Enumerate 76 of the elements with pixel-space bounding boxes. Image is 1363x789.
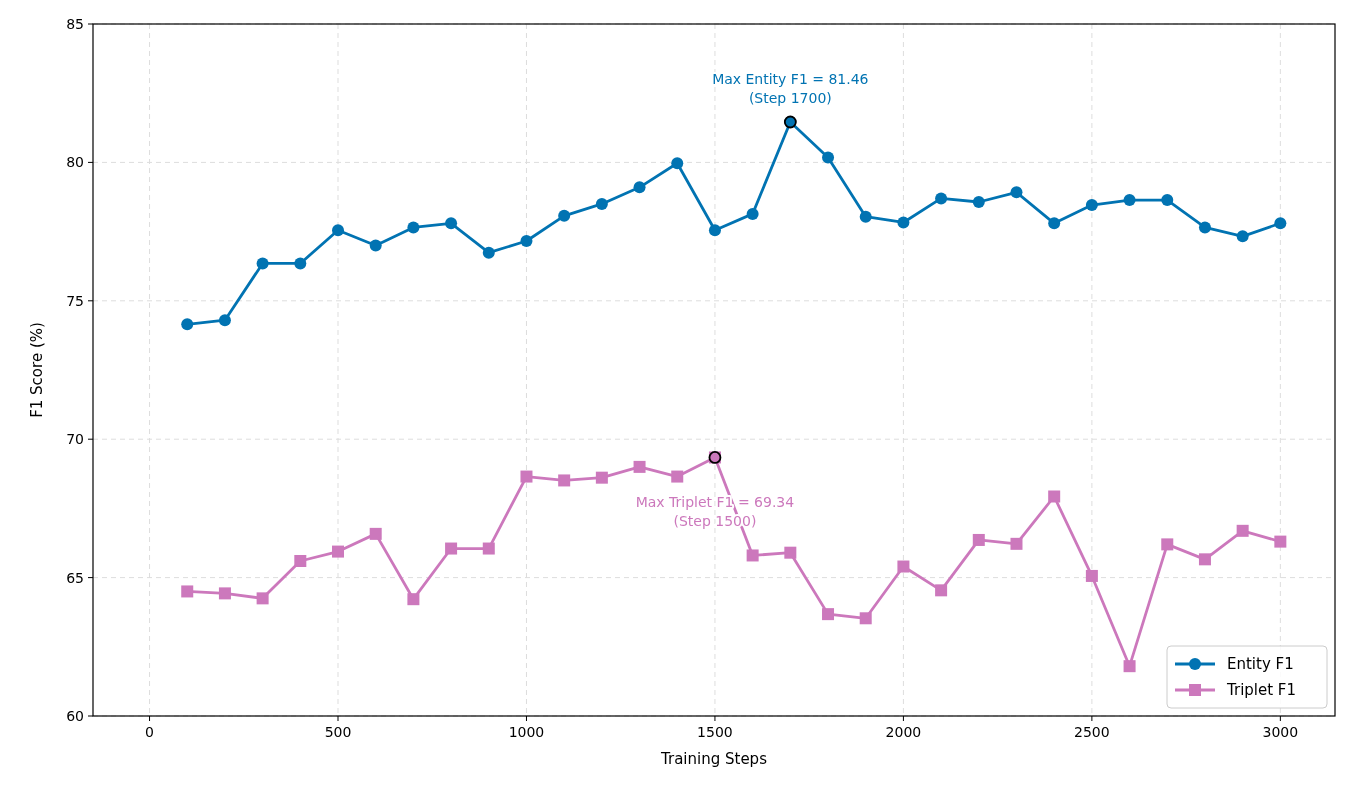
point: [407, 221, 420, 234]
y-tick-label: 65: [66, 569, 84, 586]
x-tick-label: 3000: [1262, 724, 1299, 740]
y-tick-label: 75: [66, 292, 84, 309]
point: [1048, 490, 1061, 503]
x-tick-label: 500: [324, 724, 352, 740]
point: [294, 554, 307, 567]
point: [784, 546, 797, 559]
point: [256, 257, 269, 270]
point: [218, 314, 231, 327]
point: [1198, 553, 1211, 566]
point: [1236, 524, 1249, 537]
point: [822, 608, 835, 621]
point: [595, 471, 608, 484]
point: [218, 587, 231, 600]
point: [407, 593, 420, 606]
point: [897, 560, 910, 573]
point: [369, 527, 382, 540]
point: [1123, 194, 1136, 207]
point: [482, 246, 495, 259]
x-tick-label: 2500: [1074, 724, 1110, 740]
point: [897, 216, 910, 229]
point: [558, 209, 571, 222]
point: [1010, 537, 1023, 550]
point: [445, 542, 458, 555]
point: [369, 239, 382, 252]
point: [1048, 217, 1061, 230]
x-tick-label: 2000: [885, 724, 922, 740]
point: [181, 585, 194, 598]
point: [972, 533, 985, 546]
x-tick-label: 1500: [697, 724, 733, 740]
point: [332, 545, 345, 558]
point: [822, 151, 835, 164]
point: [332, 224, 345, 237]
point: [972, 195, 985, 208]
point: [859, 210, 872, 223]
point: [256, 592, 269, 605]
point: [1161, 538, 1174, 551]
point: [746, 549, 759, 562]
y-tick-label: 70: [66, 431, 84, 448]
point: [181, 318, 194, 331]
y-tick-label: 80: [66, 154, 84, 171]
x-tick-label: 0: [145, 724, 154, 740]
point: [445, 217, 458, 230]
point: [1010, 186, 1023, 199]
y-tick-label: 60: [66, 708, 84, 724]
point: [595, 197, 608, 210]
point: [520, 470, 533, 483]
point: [1274, 217, 1287, 230]
point: [520, 235, 533, 248]
legend-label: Entity F1: [1227, 655, 1294, 673]
point: [1085, 569, 1098, 582]
point: [1198, 221, 1211, 234]
y-axis-title: F1 Score (%): [28, 322, 46, 418]
x-axis-title: Training Steps: [660, 750, 768, 768]
legend-label: Triplet F1: [1226, 681, 1297, 699]
point: [859, 612, 872, 625]
point: [558, 474, 571, 487]
point: [708, 224, 721, 237]
point: [935, 192, 948, 205]
point: [1161, 194, 1174, 207]
point: [633, 181, 646, 194]
annotation: Max Entity F1 = 81.46 (Step 1700): [712, 70, 869, 106]
point: [482, 542, 495, 555]
point: [671, 470, 684, 483]
point: [671, 157, 684, 170]
point: [294, 257, 307, 270]
y-tick-label: 85: [66, 16, 84, 32]
point: [1123, 660, 1136, 673]
x-tick-label: 1000: [508, 724, 545, 740]
point: [935, 584, 948, 597]
point: [1236, 230, 1249, 243]
point: [1274, 535, 1287, 548]
point: [1085, 199, 1098, 212]
point: [633, 460, 646, 473]
point: [746, 207, 759, 220]
